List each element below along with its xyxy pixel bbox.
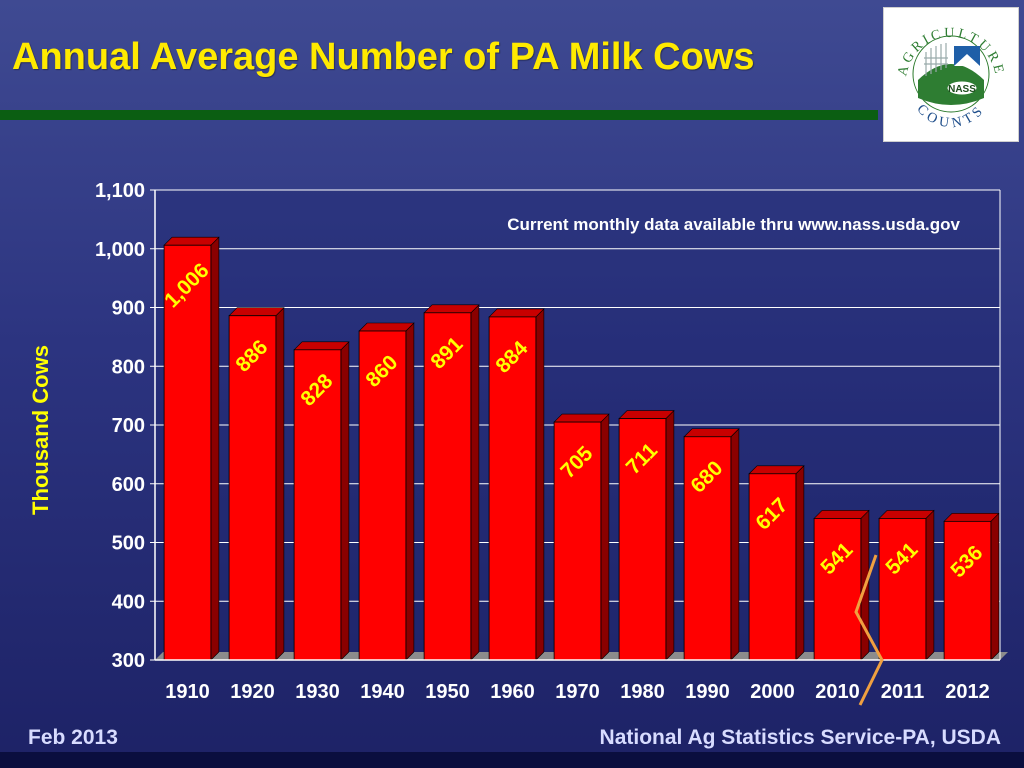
bar: [358, 330, 407, 661]
x-tick-label: 1920: [230, 681, 275, 703]
bar-top: [293, 341, 350, 351]
bar: [553, 421, 602, 661]
y-tick-label: 1,000: [95, 239, 145, 261]
bar: [163, 244, 212, 661]
bar-top: [683, 428, 740, 438]
y-tick-label: 800: [112, 356, 145, 378]
bar: [423, 312, 472, 661]
y-tick-label: 900: [112, 298, 145, 320]
footer-date: Feb 2013: [28, 726, 118, 749]
bar: [228, 315, 277, 661]
title-divider: [0, 110, 878, 120]
bar: [813, 518, 862, 661]
bar-top: [943, 513, 1000, 522]
y-tick-label: 500: [112, 533, 145, 555]
bar-side: [990, 512, 1000, 661]
bar: [748, 473, 797, 661]
bar: [293, 349, 342, 661]
x-tick-label: 1970: [555, 681, 600, 703]
bar-top: [423, 304, 480, 314]
y-tick-label: 600: [112, 474, 145, 496]
x-tick-label: 1990: [685, 681, 730, 703]
bar: [488, 316, 537, 661]
bar-top: [813, 510, 870, 519]
x-tick-label: 1950: [425, 681, 470, 703]
bar: [878, 518, 927, 661]
x-tick-labels: 1910 1920 1930 1940 1950 1960 1970 1980 1990 2000…: [165, 681, 990, 703]
y-tick-label: 400: [112, 591, 145, 613]
x-tick-label: 2012: [945, 681, 990, 703]
x-tick-label: 1960: [490, 681, 535, 703]
bar-side: [665, 409, 675, 661]
y-tick-label: 1,100: [95, 180, 145, 202]
x-tick-label: 2000: [750, 681, 795, 703]
x-tick-label: 2010: [815, 681, 860, 703]
bar-top: [358, 322, 415, 332]
axis-break-line: [854, 554, 884, 706]
nass-logo: NASS AGRICULTURE COUNTS: [883, 7, 1019, 142]
y-tick-label: 300: [112, 650, 145, 672]
bars: [163, 236, 1000, 661]
axes: [154, 190, 1001, 661]
bar-side: [730, 428, 740, 661]
bar-top: [618, 410, 675, 419]
bar-side: [340, 341, 350, 661]
bar-top: [878, 510, 935, 519]
bar-top: [163, 236, 220, 246]
footer-source: National Ag Statistics Service-PA, USDA: [599, 726, 1001, 749]
bar-side: [600, 413, 610, 661]
y-tick-labels: 300 400 500 600 700 800 900 1,000 1,100: [95, 180, 145, 672]
bottom-bar: [0, 752, 1024, 768]
bar-side: [405, 322, 415, 661]
logo-badge-text: NASS: [948, 84, 976, 95]
y-axis-label: Thousand Cows: [28, 345, 53, 515]
x-tick-label: 2011: [881, 681, 924, 703]
bar-top: [748, 465, 805, 475]
bar: [618, 418, 667, 661]
bar-side: [210, 236, 220, 661]
bar-top: [228, 307, 285, 317]
x-tick-label: 1940: [360, 681, 405, 703]
bar: [943, 520, 992, 661]
bar-side: [925, 509, 935, 661]
chart-annotation: Current monthly data available thru www.…: [507, 215, 960, 234]
x-tick-label: 1980: [620, 681, 665, 703]
bar-top: [553, 413, 610, 423]
x-tick-label: 1930: [295, 681, 340, 703]
x-tick-label: 1910: [165, 681, 210, 703]
y-tick-label: 700: [112, 415, 145, 437]
bar-side: [795, 465, 805, 661]
slide-title: Annual Average Number of PA Milk Cows: [12, 36, 755, 78]
bar-side: [470, 304, 480, 661]
bar-side: [535, 308, 545, 661]
bar-side: [275, 307, 285, 661]
bar-top: [488, 308, 545, 318]
